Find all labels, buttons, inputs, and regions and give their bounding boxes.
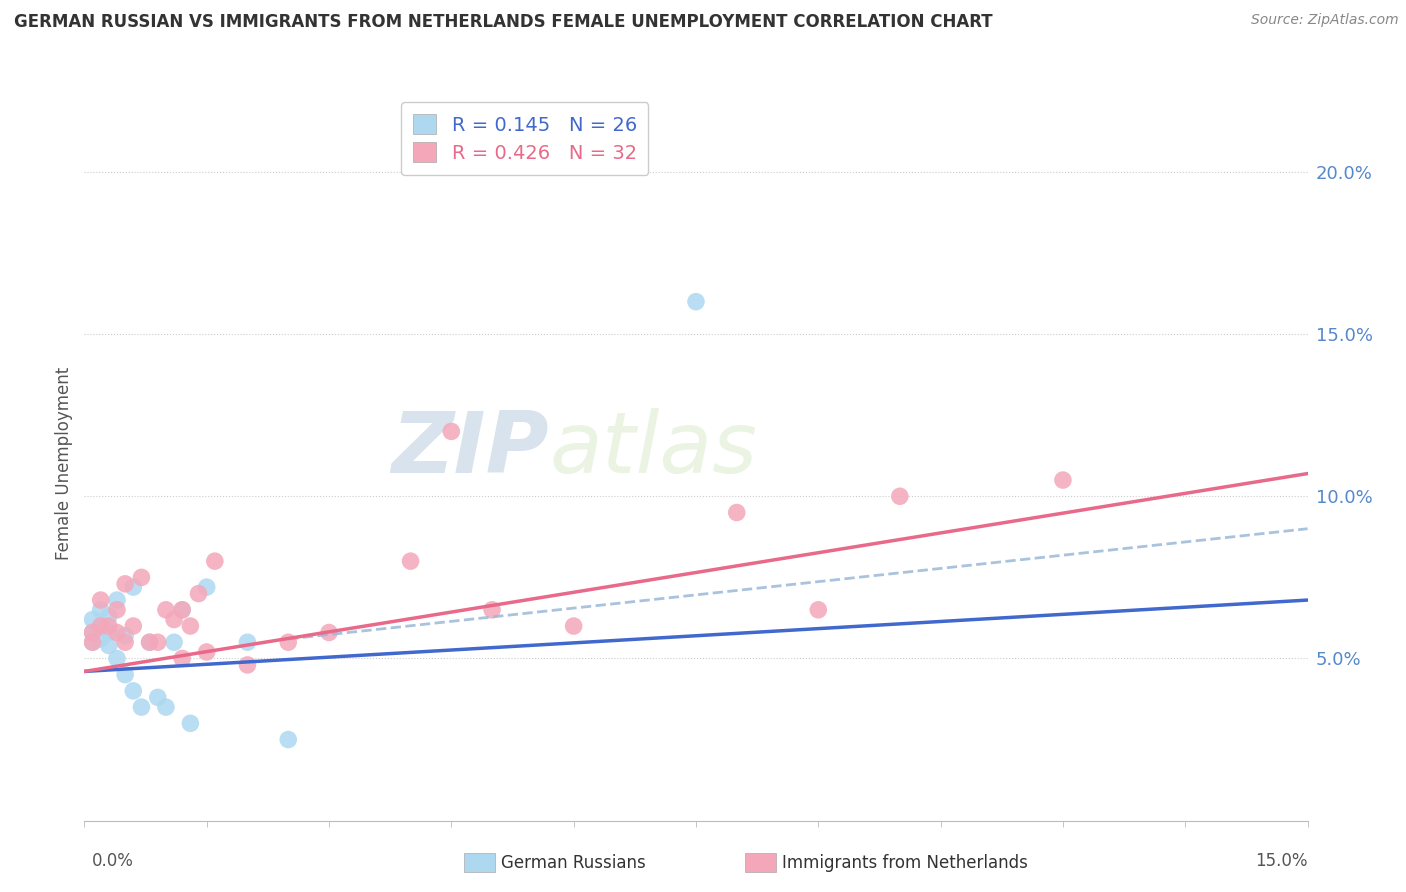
Point xyxy=(97,639,120,653)
Point xyxy=(187,586,209,600)
Point xyxy=(163,613,186,627)
Point xyxy=(146,690,169,705)
Point xyxy=(277,635,299,649)
Point xyxy=(1052,473,1074,487)
Point xyxy=(105,593,128,607)
Point xyxy=(155,603,177,617)
Point xyxy=(97,625,120,640)
Text: Immigrants from Netherlands: Immigrants from Netherlands xyxy=(782,854,1028,871)
Point xyxy=(82,625,104,640)
Point xyxy=(163,635,186,649)
Point xyxy=(277,732,299,747)
Point xyxy=(82,635,104,649)
Point xyxy=(90,632,112,646)
Point xyxy=(82,635,104,649)
Point xyxy=(138,635,160,649)
Text: GERMAN RUSSIAN VS IMMIGRANTS FROM NETHERLANDS FEMALE UNEMPLOYMENT CORRELATION CH: GERMAN RUSSIAN VS IMMIGRANTS FROM NETHER… xyxy=(14,13,993,31)
Text: German Russians: German Russians xyxy=(501,854,645,871)
Point xyxy=(155,700,177,714)
Point xyxy=(440,425,463,439)
Point xyxy=(807,603,830,617)
Point xyxy=(131,700,153,714)
Point xyxy=(105,651,128,665)
Point xyxy=(122,580,145,594)
Point xyxy=(236,657,259,672)
Point xyxy=(97,609,120,624)
Point xyxy=(105,625,128,640)
Point xyxy=(122,684,145,698)
Text: ZIP: ZIP xyxy=(391,408,550,491)
Point xyxy=(195,645,218,659)
Point xyxy=(131,570,153,584)
Text: atlas: atlas xyxy=(550,408,758,491)
Point xyxy=(82,613,104,627)
Point xyxy=(90,603,112,617)
Point xyxy=(114,635,136,649)
Point xyxy=(90,619,112,633)
Point xyxy=(725,506,748,520)
Text: 0.0%: 0.0% xyxy=(91,852,134,870)
Point xyxy=(179,716,201,731)
Point xyxy=(204,554,226,568)
Point xyxy=(97,619,120,633)
Point xyxy=(114,667,136,681)
Point xyxy=(889,489,911,503)
Point xyxy=(146,635,169,649)
Point xyxy=(114,577,136,591)
Point xyxy=(90,619,112,633)
Legend: R = 0.145   N = 26, R = 0.426   N = 32: R = 0.145 N = 26, R = 0.426 N = 32 xyxy=(401,103,648,175)
Point xyxy=(179,619,201,633)
Text: 15.0%: 15.0% xyxy=(1256,852,1308,870)
Point xyxy=(114,629,136,643)
Point xyxy=(399,554,422,568)
Point xyxy=(318,625,340,640)
Point xyxy=(685,294,707,309)
Point xyxy=(172,651,194,665)
Point xyxy=(122,619,145,633)
Point xyxy=(195,580,218,594)
Text: Source: ZipAtlas.com: Source: ZipAtlas.com xyxy=(1251,13,1399,28)
Point xyxy=(236,635,259,649)
Point xyxy=(172,603,194,617)
Point xyxy=(138,635,160,649)
Point xyxy=(172,603,194,617)
Point xyxy=(90,593,112,607)
Point xyxy=(82,625,104,640)
Point xyxy=(562,619,585,633)
Point xyxy=(105,603,128,617)
Point xyxy=(481,603,503,617)
Y-axis label: Female Unemployment: Female Unemployment xyxy=(55,368,73,560)
